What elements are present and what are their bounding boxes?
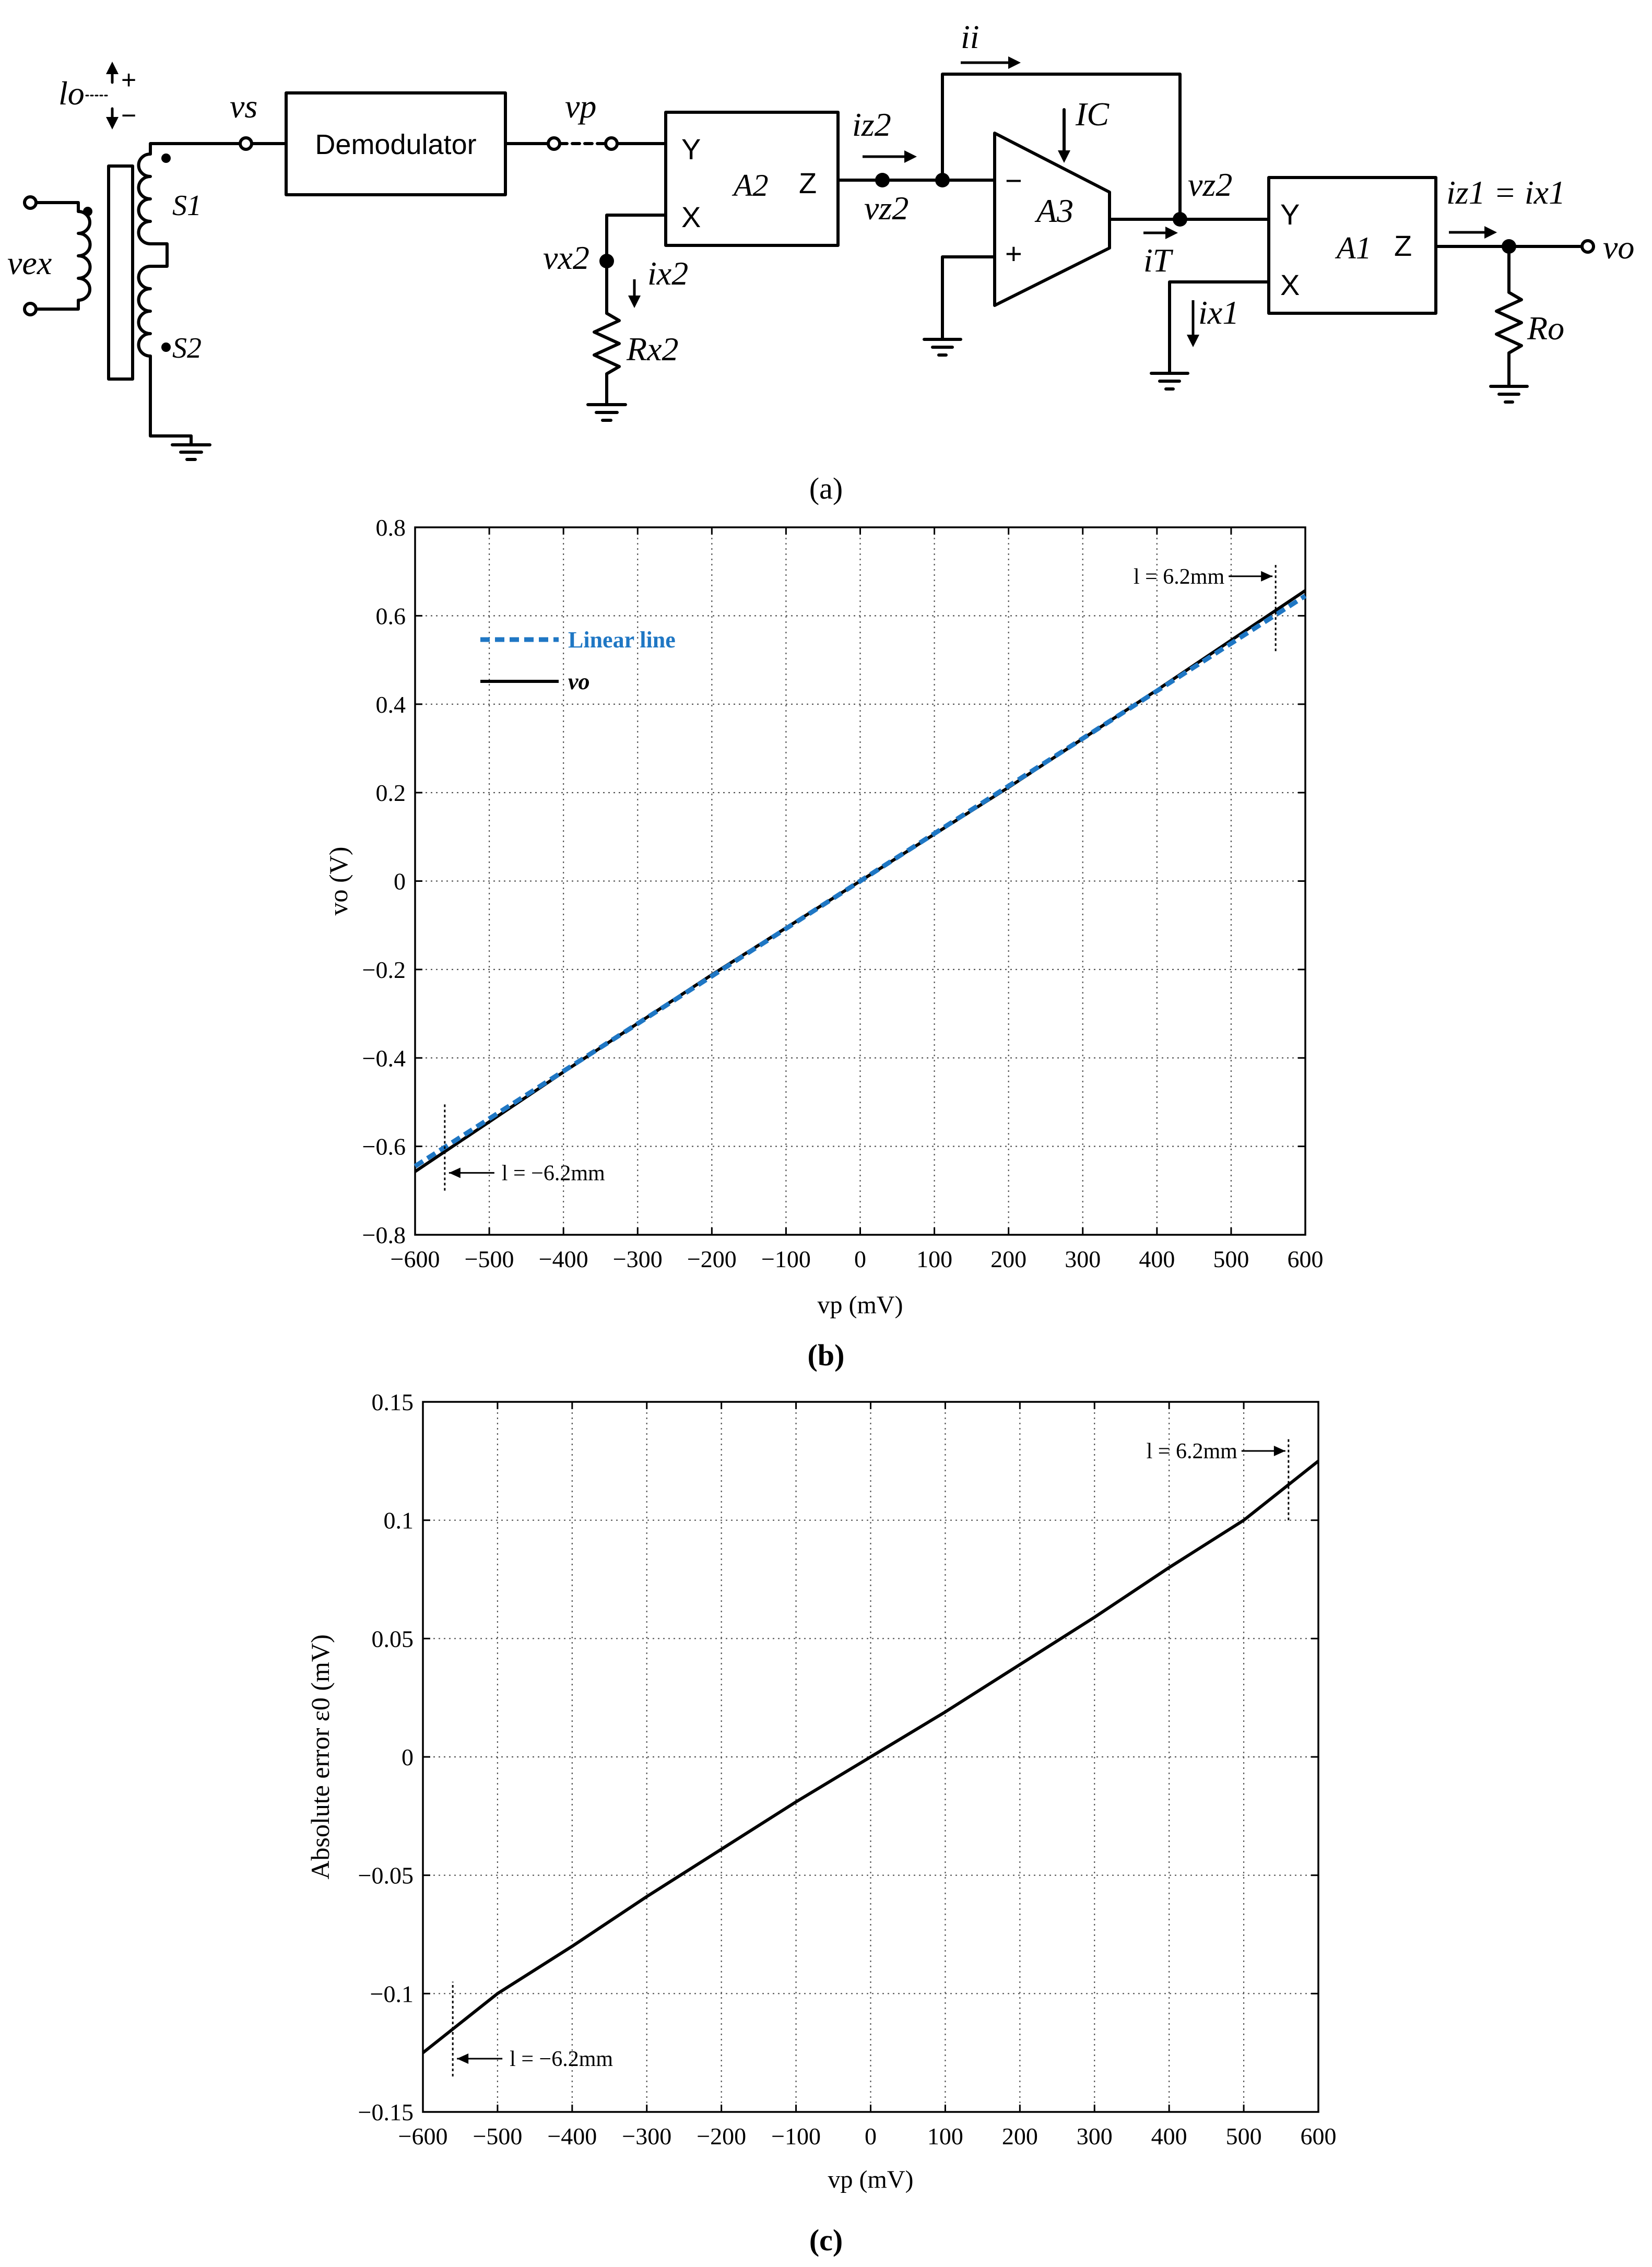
caption-c: (c) [809,2223,843,2257]
annotation-label: l = 6.2mm [1134,565,1225,589]
label-rx2: Rx2 [626,330,679,368]
y-tick-label: 0 [394,868,406,895]
x-tick-label: −300 [613,1246,663,1272]
x-tick-label: 600 [1301,2123,1337,2150]
annotation-arrowhead [1261,571,1273,582]
x-tick-label: 200 [1002,2123,1038,2150]
a1-z: Z [1394,229,1412,262]
series-line-linear-line [414,594,1307,1168]
x-tick-label: 100 [916,1246,952,1272]
series-line-vo [414,589,1306,1173]
a2-x: X [681,200,701,233]
x-tick-label: 200 [990,1246,1026,1272]
x-tick-label: 0 [854,1246,866,1272]
x-tick-label: 300 [1077,2123,1113,2150]
label-vz2-left: vz2 [864,190,908,227]
y-tick-label: 0.1 [384,1507,414,1534]
label-ic: IC [1075,96,1110,133]
a3-minus: − [1005,164,1022,197]
a3-label: A3 [1034,192,1073,229]
y-tick-label: 0.4 [376,691,406,718]
label-vo: vo [1603,229,1634,266]
y-axis-label: Absolute error ε0 (mV) [305,1634,335,1879]
x-tick-label: −200 [697,2123,746,2150]
y-tick-label: −0.2 [362,957,406,983]
label-minus: − [121,101,136,130]
y-axis-label: vo (V) [324,847,353,916]
plot-frame [422,1401,1319,2113]
chart-c: −600 −500 −400 −300 −200 −100 0 100 200 300 400 500… [305,1389,1337,2257]
label-vx2: vx2 [543,239,589,276]
x-tick-label: 300 [1065,1246,1101,1272]
y-tick-label: −0.1 [370,1980,414,2007]
x-tick-label: −200 [687,1246,737,1272]
x-tick-label: −100 [771,2123,821,2150]
series-line-error [422,1459,1319,2055]
x-tick-label: 100 [927,2123,963,2150]
caption-a: (a) [809,471,843,505]
x-tick-label: 0 [865,2123,877,2150]
annotation-arrowhead [449,1167,461,1178]
label-lo: lo [58,75,85,112]
y-tick-label: 0 [402,1744,414,1770]
label-vz2-right: vz2 [1188,166,1232,203]
a2-y: Y [681,133,701,166]
x-tick-label: 400 [1139,1246,1175,1272]
x-tick-label: −600 [398,2123,448,2150]
annotation-label: l = 6.2mm [1147,1439,1238,1463]
plot-frame [414,526,1306,1236]
y-tick-label: −0.8 [362,1222,406,1248]
caption-b: (b) [808,1338,845,1372]
a1-y: Y [1280,198,1300,231]
x-tick-label: 500 [1213,1246,1249,1272]
x-tick-label: −300 [622,2123,671,2150]
chart-b: −600 −500 −400 −300 −200 −100 0 100 200 300 400 500… [324,514,1324,1372]
a2-z: Z [799,167,817,199]
x-tick-label: −500 [473,2123,522,2150]
annotation-label: l = −6.2mm [502,1161,605,1185]
label-ix1: ix1 [1198,294,1239,331]
x-axis-label: vp (mV) [818,1291,903,1319]
x-tick-label: −400 [539,1246,588,1272]
legend-label: Linear line [568,627,676,653]
y-tick-label: 0.6 [376,603,406,629]
x-tick-label: 600 [1288,1246,1324,1272]
x-tick-label: 500 [1226,2123,1262,2150]
label-s1: S1 [172,190,202,222]
a1-x: X [1280,268,1300,301]
y-tick-label: −0.4 [362,1045,406,1071]
x-tick-label: −600 [391,1246,440,1272]
y-tick-label: 0.2 [376,780,406,806]
x-tick-label: 400 [1151,2123,1187,2150]
label-ix2: ix2 [647,255,688,292]
y-tick-label: 0.15 [372,1389,414,1415]
annotation-arrowhead [1273,1446,1285,1456]
y-tick-label: −0.05 [358,1862,414,1889]
demodulator-label: Demodulator [315,129,476,160]
x-tick-label: −100 [761,1246,811,1272]
label-iz1-eq-ix1: iz1 = ix1 [1446,174,1565,211]
x-axis-label: vp (mV) [828,2166,914,2193]
label-ro: Ro [1527,310,1564,347]
y-tick-label: −0.15 [358,2099,414,2126]
legend-label: vo [568,669,590,694]
x-tick-label: −500 [465,1246,514,1272]
label-vex: vex [7,244,52,281]
label-vs: vs [230,88,257,125]
a2-label: A2 [731,168,769,203]
label-it: iT [1143,242,1174,279]
a3-plus: + [1005,237,1022,270]
y-tick-label: −0.6 [362,1134,406,1160]
label-ii: ii [961,18,980,55]
circuit-diagram: vex lo + − vs S1 S2 Demodulator vp Y X A… [7,18,1634,505]
label-iz2: iz2 [852,106,891,143]
label-s2: S2 [172,332,202,364]
a1-label: A1 [1335,231,1372,265]
label-vp: vp [565,88,596,125]
y-tick-label: 0.05 [372,1625,414,1652]
annotation-label: l = −6.2mm [510,2047,613,2071]
label-plus: + [121,65,136,95]
x-tick-label: −400 [547,2123,597,2150]
annotation-arrowhead [457,2053,469,2064]
